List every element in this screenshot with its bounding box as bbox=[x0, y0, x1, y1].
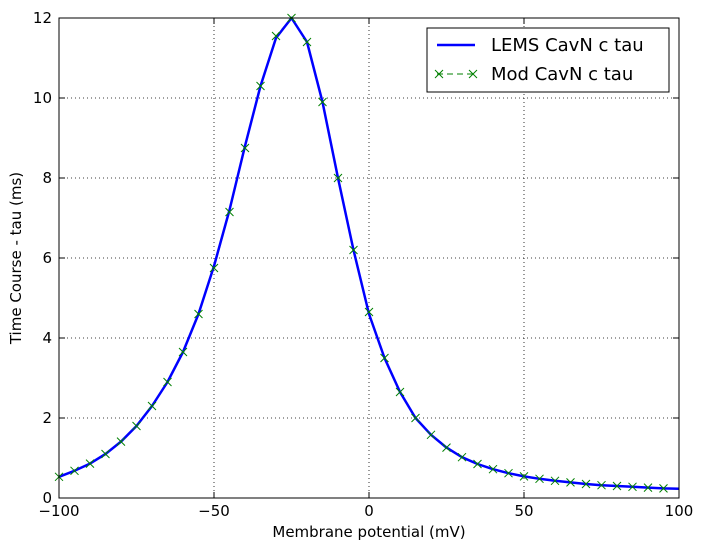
tick-labels: −100 −50 0 50 100 0 2 4 6 8 10 12 bbox=[33, 9, 693, 520]
data-point-mod-1 bbox=[70, 466, 79, 476]
x-axis-label: Membrane potential (mV) bbox=[272, 523, 465, 541]
legend-item-mod: Mod CavN c tau bbox=[434, 64, 633, 85]
data-point-mod-22 bbox=[395, 387, 405, 397]
data-point-mod-10 bbox=[209, 263, 219, 273]
data-point-mod-4 bbox=[116, 437, 126, 446]
data-point-mod-17 bbox=[318, 97, 327, 107]
data-point-mod-27 bbox=[473, 459, 482, 469]
data-point-mod-9 bbox=[194, 309, 203, 319]
series-markers-mod bbox=[54, 13, 668, 493]
data-point-mod-32 bbox=[550, 476, 560, 486]
grid bbox=[59, 18, 679, 498]
data-point-mod-6 bbox=[147, 401, 157, 411]
legend-item-lems: LEMS CavN c tau bbox=[437, 35, 644, 56]
data-point-mod-19 bbox=[349, 245, 358, 255]
data-point-mod-18 bbox=[333, 173, 343, 183]
data-point-mod-39 bbox=[659, 484, 668, 493]
data-point-mod-11 bbox=[225, 207, 234, 217]
data-point-mod-3 bbox=[101, 449, 110, 459]
legend-box bbox=[426, 27, 670, 93]
series-line-lems bbox=[58, 16, 680, 491]
series-layer bbox=[54, 13, 680, 493]
data-point-mod-21 bbox=[380, 353, 389, 363]
legend-label-lems: LEMS CavN c tau bbox=[491, 35, 644, 56]
y-tick-label-4: 8 bbox=[42, 169, 52, 187]
legend-label-mod: Mod CavN c tau bbox=[491, 64, 633, 85]
data-point-mod-36 bbox=[612, 481, 622, 491]
data-point-mod-30 bbox=[519, 472, 529, 481]
y-tick-label-5: 10 bbox=[33, 89, 52, 107]
x-tick-label-2: 0 bbox=[364, 502, 374, 520]
legend-marker-mod-0 bbox=[434, 69, 444, 79]
y-axis-label: Time Course - tau (ms) bbox=[7, 172, 25, 345]
y-tick-label-1: 2 bbox=[42, 409, 52, 427]
legend-marker-mod-1 bbox=[468, 69, 478, 79]
data-point-mod-28 bbox=[488, 464, 498, 474]
data-point-mod-5 bbox=[132, 421, 141, 431]
legend: LEMS CavN c tau Mod CavN c tau bbox=[426, 27, 670, 93]
data-point-mod-13 bbox=[256, 81, 265, 91]
data-point-mod-24 bbox=[426, 430, 436, 440]
data-point-mod-25 bbox=[442, 443, 451, 452]
data-point-mod-31 bbox=[535, 474, 544, 484]
data-point-mod-16 bbox=[302, 37, 312, 47]
data-point-mod-33 bbox=[566, 478, 575, 487]
x-tick-label-0: −100 bbox=[38, 502, 79, 520]
data-point-mod-20 bbox=[364, 307, 374, 317]
data-point-mod-34 bbox=[581, 479, 591, 489]
data-point-mod-7 bbox=[163, 377, 172, 387]
y-tick-label-2: 4 bbox=[42, 329, 52, 347]
data-point-mod-2 bbox=[85, 459, 95, 468]
data-point-mod-38 bbox=[643, 483, 653, 492]
axis-ticks bbox=[58, 17, 680, 499]
series-lems-cavn-c-tau bbox=[58, 16, 680, 491]
data-point-mod-29 bbox=[504, 468, 513, 478]
y-tick-label-6: 12 bbox=[33, 9, 52, 27]
x-tick-label-1: −50 bbox=[198, 502, 230, 520]
y-tick-label-3: 6 bbox=[42, 249, 52, 267]
data-point-mod-8 bbox=[178, 347, 188, 357]
data-point-mod-26 bbox=[457, 452, 467, 462]
data-point-mod-23 bbox=[411, 413, 420, 423]
y-tick-label-0: 0 bbox=[42, 489, 52, 507]
x-tick-label-3: 50 bbox=[514, 502, 533, 520]
legend-swatch-markers-mod bbox=[434, 69, 478, 79]
data-point-mod-35 bbox=[597, 480, 606, 490]
data-point-mod-37 bbox=[628, 482, 637, 492]
data-point-mod-14 bbox=[271, 31, 281, 41]
x-tick-label-4: 100 bbox=[665, 502, 694, 520]
data-point-mod-12 bbox=[240, 143, 250, 153]
